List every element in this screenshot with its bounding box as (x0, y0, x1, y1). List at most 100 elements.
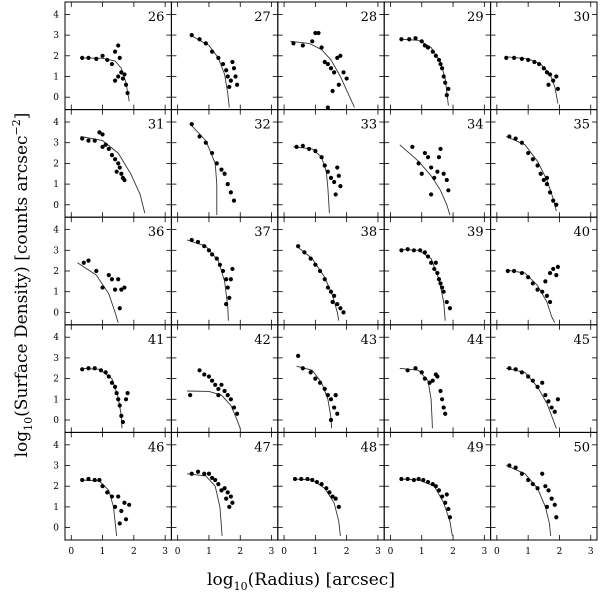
data-point (429, 192, 434, 197)
data-point (410, 144, 415, 149)
x-tick-label: 2 (131, 547, 137, 557)
data-point (319, 482, 324, 487)
panel-35: 35 (490, 109, 598, 218)
data-point (439, 397, 445, 402)
data-point (328, 417, 334, 423)
data-point (189, 121, 194, 127)
data-point (188, 393, 193, 398)
panel-label: 29 (467, 10, 484, 25)
data-point (197, 368, 202, 373)
panel-label: 50 (573, 440, 590, 455)
model-curve (189, 123, 218, 216)
model-curve (506, 136, 557, 212)
data-point (219, 382, 224, 387)
data-point (224, 496, 229, 501)
data-point (328, 66, 334, 71)
data-point (81, 260, 86, 265)
y-tick-label: 4 (53, 10, 59, 20)
data-point (435, 169, 440, 174)
data-point (120, 76, 125, 81)
y-tick-label: 2 (53, 52, 59, 62)
data-point (100, 132, 105, 137)
panel-45: 45 (490, 324, 598, 433)
data-point (216, 386, 221, 392)
x-axis-title: log10(Radius) [arcsec] (207, 570, 395, 593)
data-point (439, 285, 445, 290)
data-point (299, 476, 304, 482)
data-point (209, 252, 215, 257)
data-point (425, 155, 431, 160)
data-point (530, 482, 535, 487)
panel-42: 42 (170, 324, 279, 433)
panel-label: 46 (148, 440, 165, 455)
model-curve (290, 40, 355, 108)
data-point (313, 148, 318, 154)
data-point (554, 515, 559, 520)
data-point (333, 393, 338, 398)
data-point (438, 146, 443, 152)
data-point (435, 374, 440, 379)
data-point (338, 306, 343, 311)
data-point (80, 367, 85, 372)
data-point (228, 277, 233, 282)
data-point (100, 285, 105, 290)
panel-27: 27 (170, 1, 279, 111)
data-point (119, 171, 124, 176)
model-curve (506, 367, 557, 429)
panel-49: 49 (383, 431, 492, 541)
data-point (443, 80, 448, 85)
data-point (325, 285, 330, 290)
data-point (438, 61, 443, 67)
data-point (125, 390, 130, 396)
data-point (227, 295, 232, 300)
data-point (541, 177, 546, 183)
data-point (436, 57, 442, 63)
data-point (106, 273, 111, 278)
data-point (222, 388, 227, 394)
data-point (425, 479, 431, 485)
data-point (224, 68, 229, 73)
data-point (222, 486, 227, 491)
panel-39: 39 (383, 216, 492, 326)
data-point (447, 306, 453, 311)
data-point (526, 150, 531, 156)
x-tick-label: 1 (525, 547, 531, 557)
data-point (341, 310, 346, 315)
data-point (224, 277, 229, 282)
panel-43: 43 (277, 324, 385, 433)
data-point (94, 56, 99, 62)
y-tick-label: 2 (53, 267, 59, 277)
model-curve (293, 478, 341, 536)
data-point (109, 153, 115, 158)
data-point (399, 37, 404, 42)
data-point (206, 471, 212, 476)
data-point (109, 61, 115, 67)
data-point (430, 49, 435, 54)
data-point (555, 264, 560, 269)
data-point (317, 380, 323, 385)
model-curve (186, 239, 229, 321)
data-point (92, 366, 97, 371)
data-point (195, 469, 201, 474)
panel-46: 46 (64, 431, 172, 541)
model-curve (80, 367, 123, 429)
data-point (413, 366, 418, 371)
data-point (505, 268, 510, 274)
data-point (114, 390, 119, 396)
data-point (344, 76, 349, 81)
x-tick-label: 0 (494, 547, 500, 557)
data-point (209, 150, 215, 156)
data-point (112, 504, 118, 509)
panel-48: 48 (277, 431, 385, 541)
data-point (197, 134, 202, 139)
model-curve (296, 365, 333, 429)
data-point (430, 482, 435, 487)
model-curve (293, 146, 330, 214)
data-point (519, 270, 524, 276)
data-point (116, 43, 121, 48)
data-point (341, 70, 346, 75)
data-point (530, 378, 535, 383)
data-point (444, 492, 449, 497)
y-axis-title-sup: −2 (10, 119, 23, 135)
panel-label: 30 (573, 10, 590, 25)
